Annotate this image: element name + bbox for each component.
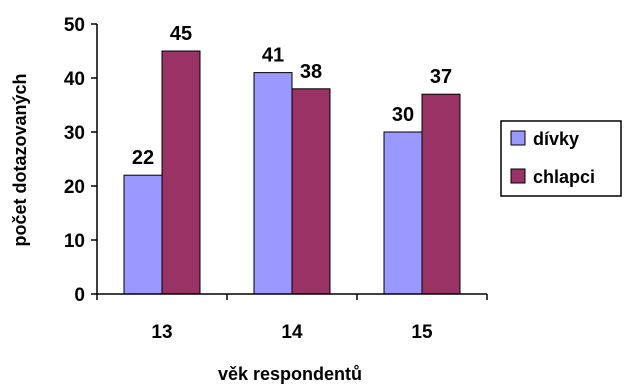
legend-label-divky: dívky: [533, 129, 579, 149]
legend: dívky chlapci: [500, 120, 622, 197]
data-label: 37: [430, 66, 452, 88]
bar-chlapci-14: [291, 88, 331, 295]
bar-chlapci-15: [421, 93, 461, 295]
data-label: 30: [392, 104, 414, 126]
x-category-label: 13: [151, 322, 172, 343]
legend-label-chlapci: chlapci: [533, 167, 595, 187]
bar-chlapci-13: [161, 50, 201, 295]
x-category-label: 15: [411, 322, 433, 343]
x-category-label: 14: [281, 322, 303, 343]
data-label: 41: [262, 45, 284, 67]
bars: [123, 50, 461, 295]
y-tick-label: 0: [74, 285, 85, 306]
data-label: 22: [132, 147, 154, 169]
data-label: 38: [300, 61, 322, 83]
y-tick-label: 50: [64, 15, 85, 36]
y-tick-label: 30: [64, 123, 85, 144]
bar-divky-15: [383, 131, 423, 295]
y-axis-title: počet dotazovaných: [10, 73, 30, 246]
axes: [96, 24, 488, 300]
y-tick-label: 40: [64, 69, 85, 90]
data-labels: 22 45 41 38 30 37: [132, 23, 452, 169]
y-tick-label: 10: [64, 231, 85, 252]
x-axis-title: věk respondentů: [218, 364, 362, 384]
y-tick-label: 20: [64, 177, 85, 198]
x-axis-labels: 13 14 15: [151, 322, 433, 343]
y-axis-ticks: 0 10 20 30 40 50: [64, 15, 97, 306]
bar-divky-14: [253, 72, 293, 295]
data-label: 45: [170, 23, 192, 45]
legend-swatch-chlapci: [510, 168, 526, 184]
bar-divky-13: [123, 174, 163, 295]
legend-swatch-divky: [510, 130, 526, 146]
